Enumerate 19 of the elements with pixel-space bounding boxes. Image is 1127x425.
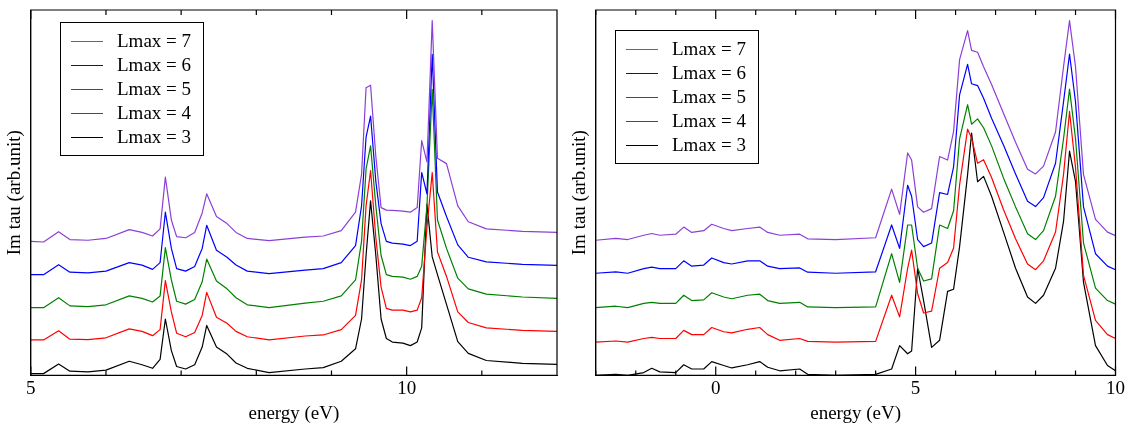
legend-label: Lmax = 7 [117,29,192,53]
y-axis-title: Im tau (arb.unit) [3,130,26,256]
legend-label: Lmax = 6 [117,53,192,77]
legend-label: Lmax = 4 [117,101,192,125]
legend-label: Lmax = 5 [672,85,747,109]
legend-label: Lmax = 4 [672,109,747,133]
legend-label: Lmax = 3 [672,133,747,157]
x-tick-label: 10 [1106,376,1125,398]
x-tick-label: 5 [910,376,921,398]
x-tick-label: 0 [710,376,721,398]
legend-label: Lmax = 3 [117,125,192,149]
x-tick-label: 10 [397,376,417,398]
x-axis-title: energy (eV) [248,401,340,424]
legend-label: Lmax = 5 [117,77,192,101]
x-tick-label: 5 [26,376,36,398]
legend-label: Lmax = 7 [672,37,747,61]
legend-label: Lmax = 6 [672,61,747,85]
x-axis-title: energy (eV) [810,401,902,424]
y-axis-title: Im tau (arb.unit) [568,130,591,256]
